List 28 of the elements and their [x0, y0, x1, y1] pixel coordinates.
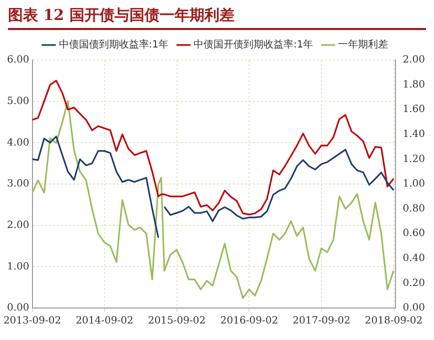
y2-tick-label: 1.80 [402, 79, 425, 90]
y2-tick-label: 0.00 [402, 302, 425, 314]
y2-tick-label: 2.00 [402, 54, 425, 66]
x-tick-label: 2013-09-02 [3, 316, 62, 327]
legend-label: 一年期利差 [338, 38, 388, 51]
y2-tick-label: 0.20 [402, 278, 425, 289]
y-tick-label: 3.00 [7, 178, 30, 190]
y2-tick-label: 1.40 [402, 128, 425, 140]
y2-tick-label: 0.80 [402, 203, 425, 214]
y-tick-label: 5.00 [7, 96, 30, 107]
y-tick-label: 4.00 [7, 137, 30, 148]
x-tick-label: 2015-09-02 [148, 316, 206, 327]
y2-tick-label: 1.20 [402, 154, 425, 165]
legend-label: 中债国债到期收益率:1年 [58, 38, 169, 51]
y2-tick-label: 0.60 [402, 228, 425, 240]
y2-tick-label: 0.40 [402, 252, 425, 264]
y-tick-label: 1.00 [7, 261, 30, 272]
y2-tick-label: 1.60 [402, 104, 425, 116]
legend-label: 中债国开债到期收益率:1年 [194, 38, 314, 51]
x-tick-label: 2016-09-02 [220, 316, 278, 327]
y2-tick-label: 1.00 [402, 178, 425, 190]
y-tick-label: 0.00 [7, 302, 30, 314]
y-tick-label: 2.00 [7, 220, 30, 231]
x-tick-label: 2018-09-02 [364, 316, 423, 327]
x-tick-label: 2014-09-02 [76, 316, 134, 327]
y-tick-label: 6.00 [7, 54, 30, 66]
x-tick-label: 2017-09-02 [292, 316, 350, 327]
chart-title: 图表 12 国开债与国债一年期利差 [8, 6, 426, 30]
